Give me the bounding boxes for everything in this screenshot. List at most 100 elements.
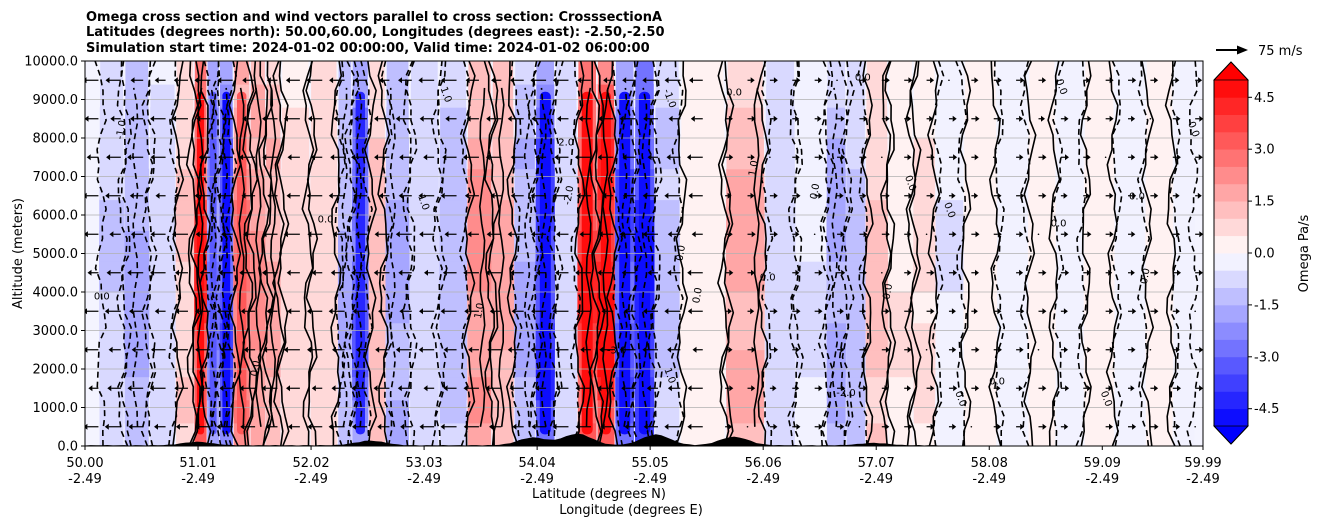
x-tick-label-latitude: 59.09 [1084, 456, 1121, 471]
wind-vector-head [351, 154, 356, 161]
contour-label: 0.0 [760, 272, 776, 283]
wind-vector-head [489, 308, 494, 315]
wind-vector-head [907, 385, 911, 392]
wind-vector-head [151, 346, 155, 353]
wind-vector-head [796, 77, 801, 84]
omega-cell [410, 422, 439, 446]
omega-cell [99, 422, 124, 446]
wind-vector [1194, 425, 1196, 428]
contour-label: 0.0 [94, 292, 110, 303]
wind-vector-head [862, 192, 867, 199]
wind-vector-head [440, 423, 445, 430]
wind-vector-head [885, 308, 890, 315]
wind-vector-head [647, 269, 652, 276]
omega-cell [207, 61, 219, 85]
omega-cell [615, 61, 634, 85]
wind-vector-head [575, 269, 580, 276]
wind-vector-head [1131, 346, 1136, 353]
contour-labels: 0.0 0.0 0.0 0.0 0.0 0.0 0.0 0.0 1.0 0.0 0.0 0.0 0.0 0… [94, 72, 1201, 408]
wind-vector-head [531, 423, 536, 430]
omega-cell [1173, 349, 1195, 378]
colorbar-segment [1214, 183, 1248, 202]
contour-line [343, 61, 357, 446]
wind-vector-head [463, 423, 468, 430]
wind-vector [925, 233, 928, 236]
colorbar: -4.5 -3.0 -1.5 0.0 1.5 3.0 4.5 [1213, 61, 1279, 445]
omega-cell [1083, 322, 1115, 351]
wind-vector-head [557, 115, 561, 122]
omega-cell [1146, 61, 1172, 85]
omega-cell [1057, 84, 1083, 108]
omega-cell [865, 322, 888, 351]
contour-label: 0.0 [249, 360, 263, 378]
x-tick-label-latitude: 54.04 [519, 456, 556, 471]
omega-cell [681, 84, 724, 108]
contour-line [861, 61, 874, 446]
wind-vector-head [1154, 154, 1159, 161]
wind-vector-head [1087, 115, 1092, 122]
omega-cell [846, 322, 866, 351]
contour-line-inner [132, 87, 139, 427]
wind-vector-head [218, 154, 223, 161]
wind-vector-head [328, 308, 333, 315]
wind-vector-head [884, 385, 889, 392]
wind-vector-head [373, 385, 378, 392]
contour-line [1019, 61, 1033, 446]
wind-vector-head [419, 423, 424, 430]
wind-vector-head [773, 77, 778, 84]
wind-vector-head [554, 154, 559, 161]
omega-cell [766, 61, 795, 85]
wind-vector-head [668, 115, 673, 122]
wind-vector-head [110, 115, 115, 122]
wind-vector-head [621, 269, 626, 276]
x-tick-label-longitude: -2.49 [68, 472, 102, 487]
wind-vector-head [818, 192, 823, 199]
wind-vector-head [1109, 192, 1114, 199]
omega-cell [725, 230, 765, 262]
omega-cell [963, 349, 997, 378]
wind-vector-head [150, 154, 155, 161]
wind-vector-head [219, 385, 224, 392]
contour-label: 0.0 [902, 174, 918, 193]
y-tick-label: 7000.0 [33, 170, 79, 185]
wind-vector-head [751, 269, 755, 276]
contour-line [430, 61, 444, 446]
omega-cell [555, 349, 578, 378]
omega-cell [250, 322, 266, 351]
wind-vector-head [108, 346, 113, 353]
wind-vector-head [150, 269, 155, 276]
x-tick-label-longitude: -2.49 [181, 472, 215, 487]
omega-cell [514, 349, 536, 378]
omega-cell [1029, 61, 1055, 85]
wind-vector-head [841, 154, 846, 161]
wind-vector-head [286, 385, 290, 392]
wind-vector-head [287, 308, 292, 315]
contour-line [170, 61, 185, 446]
wind-vector-head [467, 231, 472, 238]
wind-vector-head [1131, 231, 1136, 238]
contour-line-inner [523, 87, 531, 427]
omega-cell [936, 84, 963, 108]
wind-vector-head [686, 154, 691, 161]
wind-vector-head [1132, 77, 1137, 84]
omega-cell [194, 61, 207, 85]
omega-cell [679, 261, 726, 293]
contour-line-inner [341, 87, 348, 427]
omega-cell [846, 261, 866, 293]
wind-vector-head [288, 423, 293, 430]
quiver-key: 75 m/s [1216, 44, 1303, 59]
omega-cell [964, 399, 997, 424]
omega-cell [1085, 84, 1114, 108]
wind-vector-head [155, 192, 160, 199]
wind-vector-head [463, 154, 467, 161]
wind-vector-head [510, 77, 515, 84]
omega-cell [310, 399, 338, 424]
x-axis-ticks: 50.00-2.4951.01-2.4952.02-2.4953.03-2.49… [66, 446, 1222, 487]
contour-line [530, 61, 544, 446]
wind-vector-head [216, 308, 221, 315]
omega-cell [997, 230, 1028, 262]
wind-vector [813, 233, 816, 236]
wind-vector-head [1064, 423, 1069, 430]
wind-vector-head [332, 346, 336, 353]
omega-cell [597, 61, 614, 85]
